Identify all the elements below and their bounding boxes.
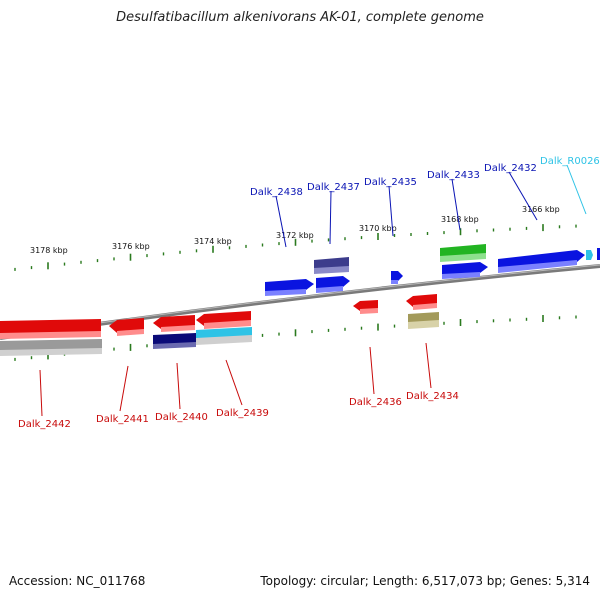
lower-track-features	[0, 312, 439, 356]
scale-label: 3172 kbp	[276, 231, 314, 240]
gene-edge-right[interactable]	[597, 248, 600, 260]
gene-dalk-r0026[interactable]	[586, 250, 593, 260]
gene-dalk-2441[interactable]	[109, 318, 144, 336]
feature-cyan-rna[interactable]	[196, 327, 252, 345]
gene-label[interactable]: Dalk_2439	[216, 408, 269, 419]
gene-label[interactable]: Dalk_2440	[155, 412, 208, 423]
gene-dalk-2439[interactable]	[196, 311, 251, 329]
scale-label: 3168 kbp	[441, 215, 479, 224]
gene-label[interactable]: Dalk_2436	[349, 397, 402, 408]
reverse-strand-genes	[0, 294, 437, 339]
reverse-gene-labels: Dalk_2442 Dalk_2441 Dalk_2440 Dalk_2439 …	[18, 391, 459, 430]
gene-dalk-2432[interactable]	[498, 250, 585, 273]
gene-dalk-2433[interactable]	[442, 262, 488, 279]
scale-ticks-top	[14, 224, 577, 271]
gene-label[interactable]: Dalk_2438	[250, 187, 303, 198]
gene-label[interactable]: Dalk_2441	[96, 414, 149, 425]
gene-label[interactable]: Dalk_2432	[484, 163, 537, 174]
gene-label[interactable]: Dalk_2433	[427, 170, 480, 181]
gene-label[interactable]: Dalk_2435	[364, 177, 417, 188]
topology-summary: Topology: circular; Length: 6,517,073 bp…	[260, 574, 590, 588]
gene-dalk-2442[interactable]	[0, 319, 101, 339]
gene-dalk-2436[interactable]	[353, 300, 378, 314]
gene-dalk-2435[interactable]	[391, 271, 403, 284]
scale-labels: 3178 kbp 3176 kbp 3174 kbp 3172 kbp 3170…	[30, 205, 560, 255]
gene-label[interactable]: Dalk_2442	[18, 419, 71, 430]
feature-navy[interactable]	[153, 333, 196, 349]
gene-dalk-2434[interactable]	[406, 294, 437, 310]
accession-text: Accession: NC_011768	[9, 574, 146, 588]
forward-leader-lines	[275, 164, 587, 248]
gene-dalk-2433-upper[interactable]	[440, 244, 486, 262]
gene-dalk-2437[interactable]	[316, 276, 350, 293]
reverse-leader-lines	[39, 342, 432, 417]
scale-label: 3166 kbp	[522, 205, 560, 214]
gene-dalk-2437-upper[interactable]	[314, 257, 349, 274]
scale-label: 3176 kbp	[112, 242, 150, 251]
gene-label[interactable]: Dalk_R0026	[540, 156, 600, 167]
scale-label: 3174 kbp	[194, 237, 232, 246]
forward-gene-labels: Dalk_2438 Dalk_2437 Dalk_2435 Dalk_2433 …	[250, 156, 600, 198]
pseudo-feature-gray[interactable]	[0, 339, 102, 356]
genome-title: Desulfatibacillum alkenivorans AK-01, co…	[116, 10, 484, 25]
gene-dalk-2438[interactable]	[265, 279, 314, 296]
feature-olive[interactable]	[408, 312, 439, 329]
scale-label: 3170 kbp	[359, 224, 397, 233]
gene-label[interactable]: Dalk_2437	[307, 182, 360, 193]
forward-strand-genes	[265, 244, 600, 296]
gene-label[interactable]: Dalk_2434	[406, 391, 459, 402]
gene-dalk-2440[interactable]	[153, 315, 195, 332]
scale-label: 3178 kbp	[30, 246, 68, 255]
